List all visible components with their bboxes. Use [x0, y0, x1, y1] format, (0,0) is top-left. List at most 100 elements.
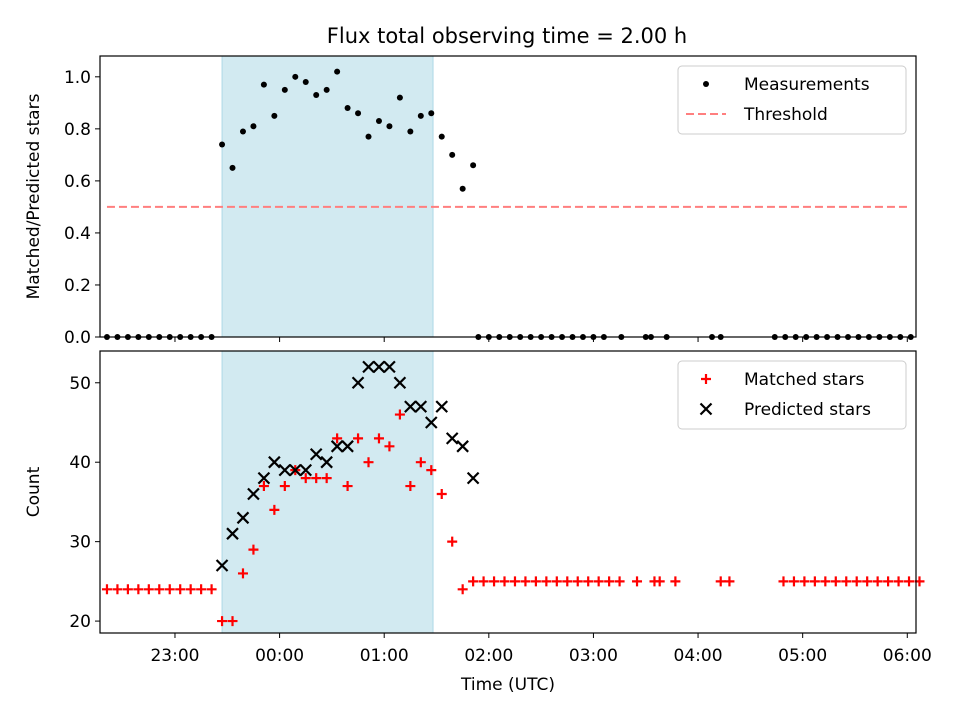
data-point [321, 473, 332, 484]
data-point [478, 576, 489, 587]
data-point [237, 568, 248, 579]
data-point [445, 432, 459, 445]
data-point [396, 94, 403, 101]
data-point [292, 73, 299, 80]
data-point [289, 463, 302, 477]
data-point [415, 457, 426, 468]
data-point [551, 576, 562, 587]
data-point [456, 440, 469, 453]
data-point [227, 616, 238, 627]
observing-window-shade [222, 56, 434, 337]
data-point [299, 463, 313, 477]
data-point [583, 576, 594, 587]
data-point [404, 400, 417, 413]
data-point [530, 576, 541, 587]
bottom-panel: 20 30 40 50 23:00 00:00 01:00 02:00 03:00 04:00 05… [24, 350, 932, 695]
legend-plus-icon [701, 374, 711, 384]
data-point [883, 576, 894, 587]
y-tick-label: 30 [69, 533, 91, 553]
data-point [250, 123, 257, 130]
data-point [436, 488, 447, 499]
series-predicted-stars [215, 360, 480, 572]
data-point [830, 576, 841, 587]
data-point [383, 360, 396, 374]
data-point [258, 481, 269, 492]
data-point [426, 465, 437, 476]
legend-label: Matched stars [744, 370, 864, 390]
data-point [226, 527, 239, 540]
data-point [372, 360, 386, 374]
observing-window-shade [222, 351, 434, 633]
axes-frame [99, 55, 917, 338]
y-tick-label: 40 [69, 453, 91, 473]
data-point [154, 584, 165, 595]
data-point [541, 576, 552, 587]
data-point [323, 86, 330, 93]
data-point [330, 440, 344, 453]
legend-x-icon [699, 402, 713, 416]
data-point [572, 576, 583, 587]
data-point [271, 112, 278, 119]
axes-frame [99, 350, 917, 634]
data-point [342, 481, 353, 492]
data-point [373, 433, 384, 444]
x-tick-label: 02:00 [464, 646, 513, 666]
data-point [499, 576, 510, 587]
data-point [302, 79, 309, 86]
data-point [425, 416, 438, 429]
data-point [778, 576, 789, 587]
data-point [872, 576, 883, 587]
y-tick-label: 0.4 [64, 224, 91, 244]
x-tick-label: 04:00 [674, 646, 723, 666]
data-point [164, 584, 175, 595]
y-tick-label: 20 [69, 612, 91, 632]
legend-box [677, 360, 907, 430]
data-point [300, 473, 311, 484]
data-point [405, 481, 416, 492]
data-point [375, 118, 382, 125]
data-point [217, 616, 228, 627]
data-point [394, 409, 405, 420]
data-point [355, 110, 362, 117]
data-point [414, 400, 428, 413]
data-point [449, 151, 456, 158]
legend-label: Threshold [743, 105, 828, 125]
y-tick-label: 0.2 [64, 276, 91, 296]
data-point [435, 400, 449, 413]
data-point [260, 81, 267, 88]
x-tick-label: 06:00 [883, 646, 932, 666]
x-tick-label: 23:00 [150, 646, 199, 666]
data-point [279, 481, 290, 492]
data-point [229, 164, 236, 171]
data-point [509, 576, 520, 587]
data-point [247, 487, 260, 501]
data-point [268, 455, 281, 469]
data-point [309, 447, 323, 461]
x-tick-label: 01:00 [360, 646, 409, 666]
data-point [393, 376, 407, 390]
data-point [112, 584, 123, 595]
data-point [809, 576, 820, 587]
data-point [365, 133, 372, 140]
series-matched-stars [101, 409, 925, 627]
legend-label: Predicted stars [744, 400, 871, 420]
data-point [562, 576, 573, 587]
data-point [457, 584, 468, 595]
data-point [447, 536, 458, 547]
y-axis-label: Matched/Predicted stars [24, 93, 44, 299]
data-point [257, 471, 271, 485]
data-point [353, 433, 364, 444]
x-axis-label: Time (UTC) [460, 675, 555, 695]
data-point [133, 584, 144, 595]
data-point [604, 576, 615, 587]
data-point [468, 576, 479, 587]
data-point [489, 576, 500, 587]
legend: Matched stars Predicted stars [677, 360, 907, 430]
data-point [466, 471, 480, 485]
data-point [851, 576, 862, 587]
legend-box [677, 65, 907, 135]
data-point [122, 584, 133, 595]
data-point [196, 584, 207, 595]
data-point [893, 576, 904, 587]
